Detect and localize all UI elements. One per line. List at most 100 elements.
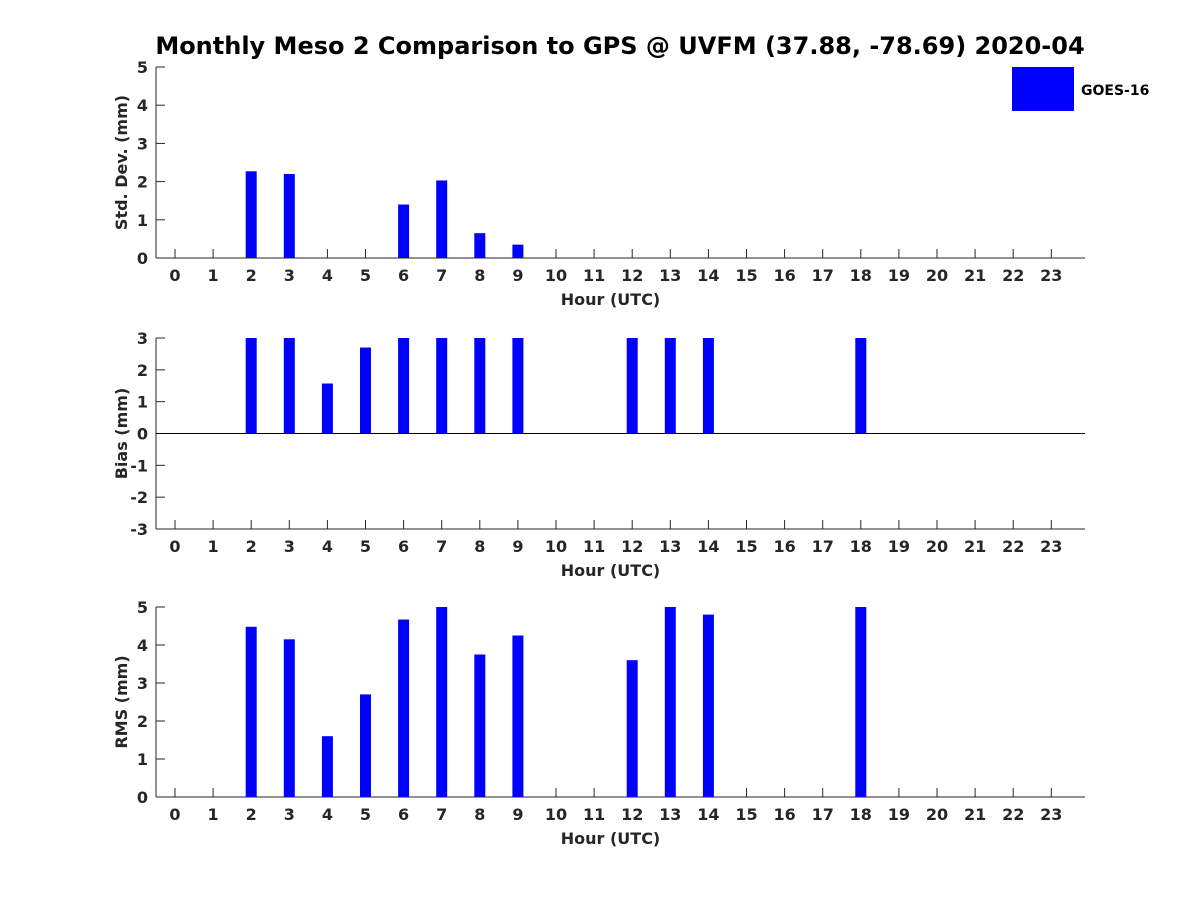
x-tick-label: 3 — [284, 805, 295, 824]
bar-hour-2 — [245, 338, 257, 434]
y-tick-label: 5 — [137, 598, 148, 617]
x-tick-label: 12 — [621, 805, 643, 824]
x-tick-label: 5 — [360, 266, 371, 285]
x-tick-label: 9 — [512, 805, 523, 824]
bar-hour-18 — [855, 607, 867, 797]
bar-hour-8 — [474, 338, 486, 434]
x-tick-label: 23 — [1040, 805, 1062, 824]
y-tick-label: 1 — [137, 211, 148, 230]
bar-hour-13 — [664, 338, 676, 434]
x-tick-label: 8 — [474, 537, 485, 556]
bar-hour-3 — [283, 639, 295, 797]
x-tick-label: 3 — [284, 537, 295, 556]
x-tick-label: 17 — [812, 266, 834, 285]
x-tick-label: 23 — [1040, 537, 1062, 556]
bar-hour-5 — [360, 347, 371, 434]
x-tick-label: 20 — [926, 805, 948, 824]
x-tick-label: 18 — [850, 805, 872, 824]
bar-hour-7 — [436, 338, 448, 434]
x-tick-label: 2 — [246, 266, 257, 285]
x-tick-label: 14 — [697, 537, 719, 556]
x-axis-label: Hour (UTC) — [561, 561, 661, 580]
legend: GOES-16 — [1012, 67, 1149, 111]
bar-hour-2 — [245, 626, 257, 797]
bar-hour-3 — [283, 173, 295, 258]
x-tick-label: 21 — [964, 266, 986, 285]
bar-hour-8 — [474, 654, 486, 797]
y-tick-label: 3 — [137, 329, 148, 348]
y-axis-label-rms: RMS (mm) — [112, 655, 131, 748]
x-tick-label: 16 — [773, 266, 795, 285]
x-tick-label: 20 — [926, 266, 948, 285]
x-tick-label: 0 — [169, 266, 180, 285]
x-tick-label: 20 — [926, 537, 948, 556]
y-tick-label: 4 — [137, 96, 148, 115]
x-tick-label: 15 — [735, 266, 757, 285]
x-tick-label: 8 — [474, 805, 485, 824]
y-tick-label: 2 — [137, 712, 148, 731]
y-tick-label: 0 — [137, 425, 148, 444]
x-tick-label: 7 — [436, 805, 447, 824]
bar-hour-4 — [321, 736, 333, 797]
x-axis-label: Hour (UTC) — [561, 829, 661, 848]
x-tick-label: 0 — [169, 805, 180, 824]
y-tick-label: 1 — [137, 393, 148, 412]
x-tick-label: 4 — [322, 266, 333, 285]
bar-hour-7 — [436, 607, 448, 797]
x-tick-label: 5 — [360, 805, 371, 824]
x-tick-label: 6 — [398, 805, 409, 824]
x-tick-label: 9 — [512, 266, 523, 285]
x-tick-label: 14 — [697, 266, 719, 285]
y-tick-label: 1 — [137, 750, 148, 769]
y-axis-label-bias: Bias (mm) — [112, 388, 131, 480]
x-tick-label: 12 — [621, 537, 643, 556]
x-tick-label: 21 — [964, 537, 986, 556]
y-tick-label: 2 — [137, 361, 148, 380]
x-tick-label: 18 — [850, 537, 872, 556]
x-tick-label: 11 — [583, 805, 605, 824]
x-tick-label: 10 — [545, 805, 567, 824]
bar-hour-13 — [664, 607, 676, 797]
y-tick-label: 3 — [137, 134, 148, 153]
x-tick-label: 9 — [512, 537, 523, 556]
x-tick-label: 10 — [545, 537, 567, 556]
y-tick-label: -3 — [130, 520, 148, 539]
x-tick-label: 14 — [697, 805, 719, 824]
x-tick-label: 19 — [888, 266, 910, 285]
bar-hour-6 — [398, 619, 410, 797]
x-tick-label: 2 — [246, 805, 257, 824]
bar-hour-6 — [398, 338, 410, 434]
x-tick-label: 22 — [1002, 266, 1024, 285]
x-tick-label: 15 — [735, 537, 757, 556]
legend-swatch — [1012, 67, 1074, 111]
bar-hour-14 — [702, 614, 714, 797]
bar-hour-4 — [321, 383, 333, 434]
bar-hour-2 — [245, 171, 257, 258]
y-tick-label: -2 — [130, 488, 148, 507]
x-tick-label: 17 — [812, 805, 834, 824]
bar-hour-18 — [855, 338, 867, 434]
x-tick-label: 16 — [773, 805, 795, 824]
x-tick-label: 7 — [436, 266, 447, 285]
x-tick-label: 19 — [888, 537, 910, 556]
y-tick-label: 5 — [137, 58, 148, 77]
bar-hour-9 — [512, 244, 524, 258]
x-tick-label: 5 — [360, 537, 371, 556]
x-tick-label: 18 — [850, 266, 872, 285]
x-tick-label: 6 — [398, 537, 409, 556]
x-tick-label: 4 — [322, 537, 333, 556]
x-tick-label: 13 — [659, 537, 681, 556]
y-axis-label-std-dev: Std. Dev. (mm) — [112, 95, 131, 230]
x-tick-label: 1 — [208, 805, 219, 824]
x-tick-label: 4 — [322, 805, 333, 824]
chart-title: Monthly Meso 2 Comparison to GPS @ UVFM … — [155, 32, 1084, 60]
bar-hour-5 — [360, 694, 371, 797]
x-tick-label: 2 — [246, 537, 257, 556]
x-axis-label: Hour (UTC) — [561, 290, 661, 309]
x-tick-label: 21 — [964, 805, 986, 824]
x-tick-label: 12 — [621, 266, 643, 285]
x-tick-label: 6 — [398, 266, 409, 285]
